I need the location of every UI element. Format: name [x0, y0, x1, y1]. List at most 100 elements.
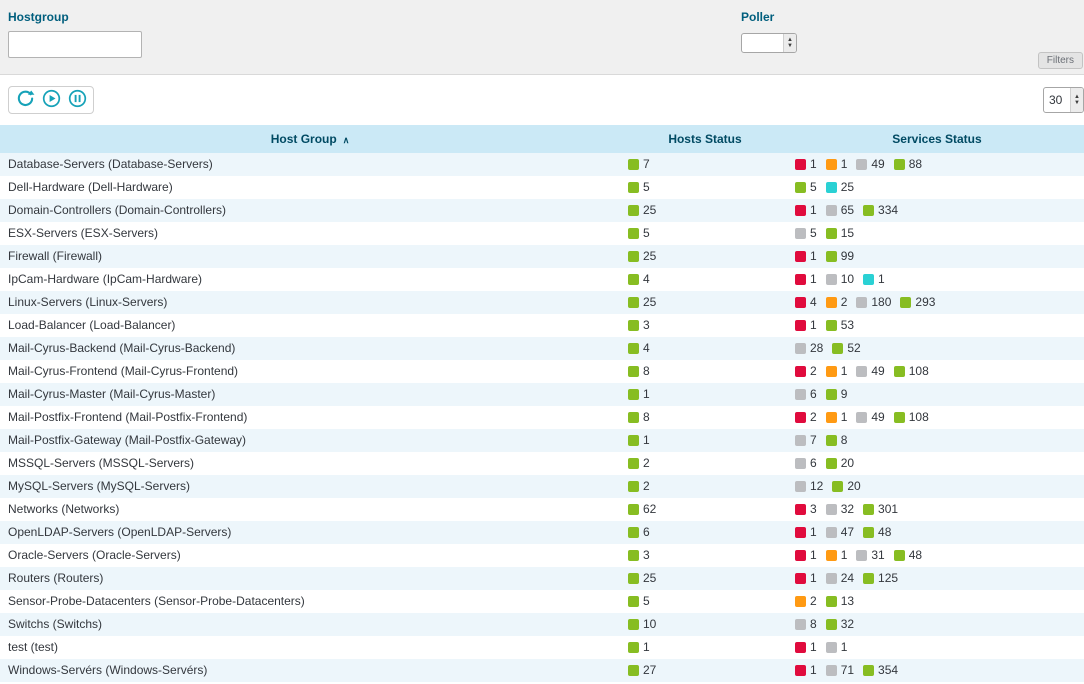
table-row[interactable]: Mail-Postfix-Frontend (Mail-Postfix-Fron… — [0, 406, 1084, 429]
gray-status[interactable]: 8 — [795, 613, 817, 636]
orange-status[interactable]: 1 — [826, 153, 848, 176]
red-status[interactable]: 1 — [795, 567, 817, 590]
hostgroup-name[interactable]: Oracle-Servers (Oracle-Servers) — [0, 544, 620, 567]
green-status[interactable]: 25 — [628, 199, 656, 222]
gray-status[interactable]: 28 — [795, 337, 823, 360]
gray-status[interactable]: 49 — [856, 360, 884, 383]
hostgroup-name[interactable]: Linux-Servers (Linux-Servers) — [0, 291, 620, 314]
poller-select[interactable]: ▲ ▼ — [741, 33, 797, 53]
gray-status[interactable]: 7 — [795, 429, 817, 452]
green-status[interactable]: 2 — [628, 475, 650, 498]
cyan-status[interactable]: 1 — [863, 268, 885, 291]
green-status[interactable]: 5 — [795, 176, 817, 199]
table-row[interactable]: Windows-Servérs (Windows-Servérs)2717135… — [0, 659, 1084, 682]
red-status[interactable]: 1 — [795, 199, 817, 222]
gray-status[interactable]: 49 — [856, 153, 884, 176]
green-status[interactable]: 99 — [826, 245, 854, 268]
green-status[interactable]: 2 — [628, 452, 650, 475]
table-row[interactable]: Mail-Cyrus-Backend (Mail-Cyrus-Backend)4… — [0, 337, 1084, 360]
green-status[interactable]: 3 — [628, 314, 650, 337]
green-status[interactable]: 4 — [628, 268, 650, 291]
gray-status[interactable]: 47 — [826, 521, 854, 544]
column-header-hosts-status[interactable]: Hosts Status — [620, 125, 790, 153]
table-row[interactable]: Domain-Controllers (Domain-Controllers) 2… — [0, 199, 1084, 222]
column-header-host-group[interactable]: Host Group∧ — [0, 125, 620, 153]
orange-status[interactable]: 2 — [795, 590, 817, 613]
green-status[interactable]: 25 — [628, 245, 656, 268]
table-row[interactable]: Mail-Cyrus-Frontend (Mail-Cyrus-Frontend… — [0, 360, 1084, 383]
hostgroup-name[interactable]: OpenLDAP-Servers (OpenLDAP-Servers) — [0, 521, 620, 544]
red-status[interactable]: 4 — [795, 291, 817, 314]
gray-status[interactable]: 49 — [856, 406, 884, 429]
table-row[interactable]: MSSQL-Servers (MSSQL-Servers) 2 6 20 — [0, 452, 1084, 475]
gray-status[interactable]: 65 — [826, 199, 854, 222]
green-status[interactable]: 62 — [628, 498, 656, 521]
gray-status[interactable]: 5 — [795, 222, 817, 245]
hostgroup-name[interactable]: test (test) — [0, 636, 620, 659]
hostgroup-name[interactable]: MSSQL-Servers (MSSQL-Servers) — [0, 452, 620, 475]
table-row[interactable]: IpCam-Hardware (IpCam-Hardware)41101 — [0, 268, 1084, 291]
gray-status[interactable]: 32 — [826, 498, 854, 521]
hostgroup-name[interactable]: ESX-Servers (ESX-Servers) — [0, 222, 620, 245]
table-row[interactable]: Switchs (Switchs) 10 8 32 — [0, 613, 1084, 636]
green-status[interactable]: 125 — [863, 567, 898, 590]
hostgroup-name[interactable]: Firewall (Firewall) — [0, 245, 620, 268]
table-row[interactable]: Oracle-Servers (Oracle-Servers)3113148 — [0, 544, 1084, 567]
green-status[interactable]: 1 — [628, 383, 650, 406]
green-status[interactable]: 10 — [628, 613, 656, 636]
hostgroup-name[interactable]: Mail-Postfix-Frontend (Mail-Postfix-Fron… — [0, 406, 620, 429]
table-row[interactable]: Firewall (Firewall) 25 1 99 — [0, 245, 1084, 268]
red-status[interactable]: 1 — [795, 544, 817, 567]
red-status[interactable]: 3 — [795, 498, 817, 521]
filters-button[interactable]: Filters — [1038, 52, 1083, 69]
table-row[interactable]: OpenLDAP-Servers (OpenLDAP-Servers)61474… — [0, 521, 1084, 544]
hostgroup-name[interactable]: Routers (Routers) — [0, 567, 620, 590]
green-status[interactable]: 25 — [628, 567, 656, 590]
hostgroup-name[interactable]: Mail-Cyrus-Master (Mail-Cyrus-Master) — [0, 383, 620, 406]
table-row[interactable]: Networks (Networks) 62 3 32 301 — [0, 498, 1084, 521]
red-status[interactable]: 1 — [795, 521, 817, 544]
green-status[interactable]: 9 — [826, 383, 848, 406]
hostgroup-name[interactable]: Networks (Networks) — [0, 498, 620, 521]
red-status[interactable]: 1 — [795, 245, 817, 268]
table-row[interactable]: Mail-Cyrus-Master (Mail-Cyrus-Master)169 — [0, 383, 1084, 406]
green-status[interactable]: 6 — [628, 521, 650, 544]
hostgroup-name[interactable]: Mail-Cyrus-Backend (Mail-Cyrus-Backend) — [0, 337, 620, 360]
gray-status[interactable]: 10 — [826, 268, 854, 291]
green-status[interactable]: 5 — [628, 222, 650, 245]
green-status[interactable]: 1 — [628, 636, 650, 659]
green-status[interactable]: 3 — [628, 544, 650, 567]
table-row[interactable]: Load-Balancer (Load-Balancer)3153 — [0, 314, 1084, 337]
hostgroup-input[interactable] — [8, 31, 142, 58]
gray-status[interactable]: 12 — [795, 475, 823, 498]
hostgroup-name[interactable]: Database-Servers (Database-Servers) — [0, 153, 620, 176]
table-row[interactable]: Dell-Hardware (Dell-Hardware)5525 — [0, 176, 1084, 199]
green-status[interactable]: 20 — [832, 475, 860, 498]
red-status[interactable]: 2 — [795, 360, 817, 383]
green-status[interactable]: 8 — [826, 429, 848, 452]
hostgroup-name[interactable]: Load-Balancer (Load-Balancer) — [0, 314, 620, 337]
hostgroup-name[interactable]: IpCam-Hardware (IpCam-Hardware) — [0, 268, 620, 291]
green-status[interactable]: 32 — [826, 613, 854, 636]
orange-status[interactable]: 1 — [826, 360, 848, 383]
orange-status[interactable]: 2 — [826, 291, 848, 314]
cyan-status[interactable]: 25 — [826, 176, 854, 199]
red-status[interactable]: 1 — [795, 153, 817, 176]
page-size-select[interactable]: 30 ▲ ▼ — [1043, 87, 1084, 113]
hostgroup-name[interactable]: Sensor-Probe-Datacenters (Sensor-Probe-D… — [0, 590, 620, 613]
green-status[interactable]: 20 — [826, 452, 854, 475]
hostgroup-name[interactable]: MySQL-Servers (MySQL-Servers) — [0, 475, 620, 498]
table-row[interactable]: Routers (Routers) 25 1 24 125 — [0, 567, 1084, 590]
gray-status[interactable]: 180 — [856, 291, 891, 314]
hostgroup-name[interactable]: Switchs (Switchs) — [0, 613, 620, 636]
green-status[interactable]: 7 — [628, 153, 650, 176]
table-row[interactable]: test (test)111 — [0, 636, 1084, 659]
hostgroup-name[interactable]: Domain-Controllers (Domain-Controllers) — [0, 199, 620, 222]
orange-status[interactable]: 1 — [826, 406, 848, 429]
table-row[interactable]: MySQL-Servers (MySQL-Servers) 2 12 20 — [0, 475, 1084, 498]
gray-status[interactable]: 24 — [826, 567, 854, 590]
green-status[interactable]: 5 — [628, 176, 650, 199]
orange-status[interactable]: 1 — [826, 544, 848, 567]
gray-status[interactable]: 6 — [795, 452, 817, 475]
green-status[interactable]: 301 — [863, 498, 898, 521]
